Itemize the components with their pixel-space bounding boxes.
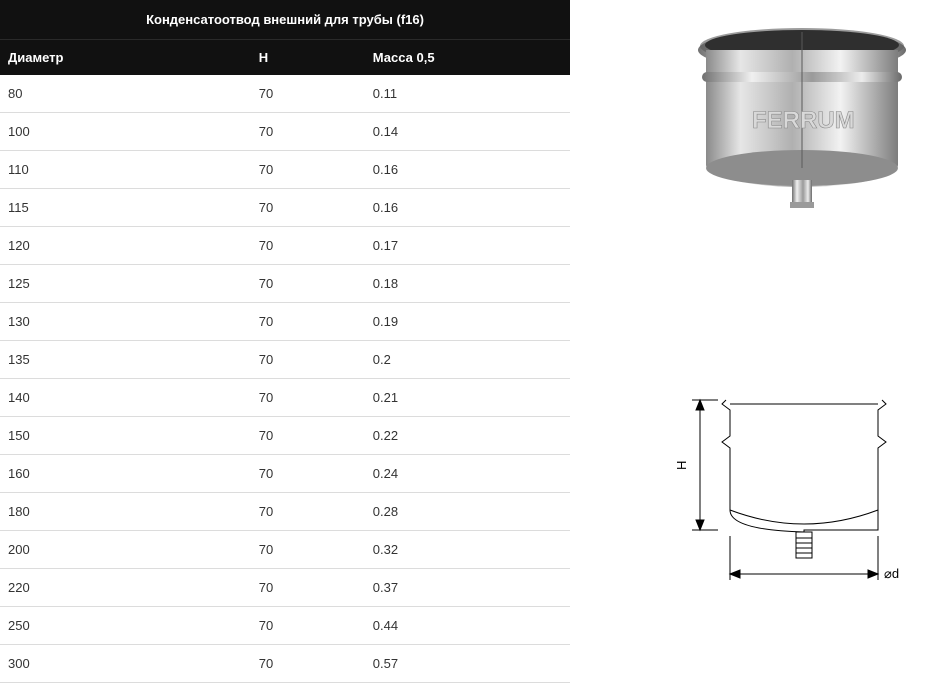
brand-label: FERRUM: [752, 107, 855, 134]
cell-h: 70: [251, 417, 365, 455]
table-row: 130700.19: [0, 303, 570, 341]
technical-diagram: H ⌀d: [674, 380, 914, 600]
table-row: 135700.2: [0, 341, 570, 379]
cell-diameter: 250: [0, 607, 251, 645]
cell-diameter: 200: [0, 531, 251, 569]
table-row: 150700.22: [0, 417, 570, 455]
cell-diameter: 120: [0, 227, 251, 265]
cell-mass: 0.24: [365, 455, 570, 493]
cell-diameter: 125: [0, 265, 251, 303]
cell-mass: 0.21: [365, 379, 570, 417]
cell-h: 70: [251, 227, 365, 265]
cell-h: 70: [251, 569, 365, 607]
table-row: 180700.28: [0, 493, 570, 531]
cell-diameter: 180: [0, 493, 251, 531]
col-header-mass: Масса 0,5: [365, 40, 570, 76]
cell-mass: 0.16: [365, 189, 570, 227]
cell-mass: 0.32: [365, 531, 570, 569]
table-row: 220700.37: [0, 569, 570, 607]
cell-mass: 0.11: [365, 75, 570, 113]
cell-diameter: 80: [0, 75, 251, 113]
cell-diameter: 300: [0, 645, 251, 683]
cell-diameter: 140: [0, 379, 251, 417]
cell-diameter: 220: [0, 569, 251, 607]
product-photo: FERRUM: [682, 18, 922, 228]
table-row: 160700.24: [0, 455, 570, 493]
table-row: 100700.14: [0, 113, 570, 151]
cell-h: 70: [251, 379, 365, 417]
cell-mass: 0.57: [365, 645, 570, 683]
cell-diameter: 135: [0, 341, 251, 379]
cell-mass: 0.17: [365, 227, 570, 265]
label-h: H: [674, 461, 689, 470]
cell-diameter: 110: [0, 151, 251, 189]
cell-mass: 0.2: [365, 341, 570, 379]
cell-h: 70: [251, 265, 365, 303]
cell-mass: 0.28: [365, 493, 570, 531]
cell-diameter: 100: [0, 113, 251, 151]
cell-mass: 0.18: [365, 265, 570, 303]
cell-h: 70: [251, 189, 365, 227]
cell-h: 70: [251, 493, 365, 531]
cell-mass: 0.44: [365, 607, 570, 645]
cell-h: 70: [251, 607, 365, 645]
cell-h: 70: [251, 113, 365, 151]
cell-h: 70: [251, 75, 365, 113]
table-row: 110700.16: [0, 151, 570, 189]
cell-mass: 0.14: [365, 113, 570, 151]
table-row: 125700.18: [0, 265, 570, 303]
cell-h: 70: [251, 151, 365, 189]
cell-mass: 0.22: [365, 417, 570, 455]
table-row: 120700.17: [0, 227, 570, 265]
table-row: 115700.16: [0, 189, 570, 227]
cell-diameter: 160: [0, 455, 251, 493]
spec-table: Конденсатоотвод внешний для трубы (f16) …: [0, 0, 570, 683]
col-header-diameter: Диаметр: [0, 40, 251, 76]
table-row: 140700.21: [0, 379, 570, 417]
table-row: 250700.44: [0, 607, 570, 645]
cell-h: 70: [251, 645, 365, 683]
table-row: 80700.11: [0, 75, 570, 113]
cell-h: 70: [251, 341, 365, 379]
cell-h: 70: [251, 303, 365, 341]
cell-diameter: 150: [0, 417, 251, 455]
table-title: Конденсатоотвод внешний для трубы (f16): [0, 0, 570, 40]
label-d: ⌀d: [884, 566, 899, 581]
cell-h: 70: [251, 531, 365, 569]
cell-mass: 0.16: [365, 151, 570, 189]
cell-mass: 0.19: [365, 303, 570, 341]
cell-h: 70: [251, 455, 365, 493]
table-row: 300700.57: [0, 645, 570, 683]
cell-mass: 0.37: [365, 569, 570, 607]
table-row: 200700.32: [0, 531, 570, 569]
cell-diameter: 115: [0, 189, 251, 227]
table-header-row: Диаметр H Масса 0,5: [0, 40, 570, 76]
col-header-h: H: [251, 40, 365, 76]
cell-diameter: 130: [0, 303, 251, 341]
